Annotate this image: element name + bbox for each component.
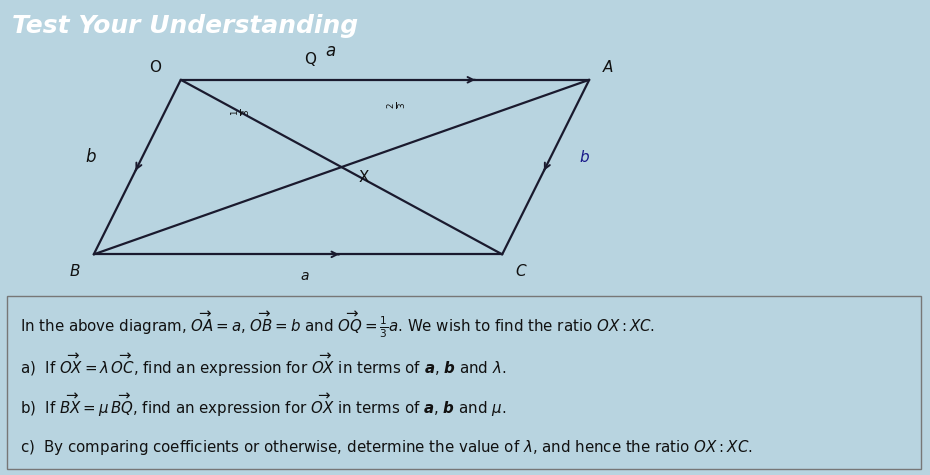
Text: Test Your Understanding: Test Your Understanding	[12, 14, 358, 38]
Text: Q: Q	[304, 52, 316, 67]
Text: B: B	[70, 264, 80, 279]
Text: $a$: $a$	[325, 42, 336, 60]
Text: O: O	[149, 60, 161, 75]
Text: $\frac{2}{3}$: $\frac{2}{3}$	[386, 101, 408, 108]
Text: X: X	[358, 170, 368, 185]
Text: $b$: $b$	[579, 149, 591, 165]
Text: $b$: $b$	[86, 148, 97, 166]
Text: $\frac{1}{3}$: $\frac{1}{3}$	[230, 108, 252, 116]
Text: b)  If $\overrightarrow{BX} = \mu\,\overrightarrow{BQ}$, find an expression for : b) If $\overrightarrow{BX} = \mu\,\overr…	[20, 392, 507, 419]
Text: In the above diagram, $\overrightarrow{OA} = a$, $\overrightarrow{OB} = b$ and $: In the above diagram, $\overrightarrow{O…	[20, 310, 656, 340]
Text: $a$: $a$	[299, 269, 310, 283]
Text: C: C	[515, 264, 526, 279]
Text: c)  By comparing coefficients or otherwise, determine the value of $\lambda$, an: c) By comparing coefficients or otherwis…	[20, 438, 753, 457]
Text: a)  If $\overrightarrow{OX} = \lambda\,\overrightarrow{OC}$, find an expression : a) If $\overrightarrow{OX} = \lambda\,\o…	[20, 352, 507, 379]
Text: A: A	[603, 60, 613, 75]
